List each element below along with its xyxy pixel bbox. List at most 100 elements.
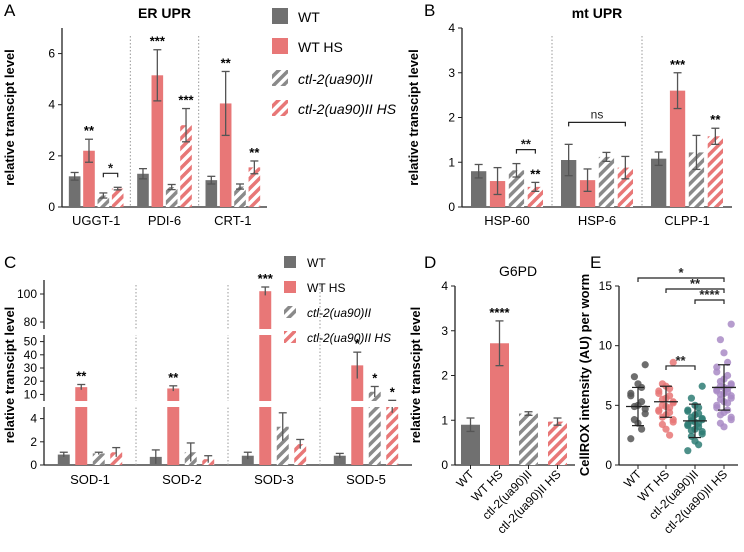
panel-label: C: [4, 253, 16, 272]
data-point: [669, 358, 677, 366]
bar: [461, 424, 480, 465]
x-tick-label: CRT-1: [214, 213, 251, 228]
bar: [333, 455, 346, 465]
axis-break-gap: [45, 401, 413, 407]
legend-swatch: [284, 256, 296, 268]
y-tick-label: 0: [48, 200, 55, 214]
panel-label: D: [424, 253, 436, 272]
significance-stars: *: [372, 370, 378, 385]
data-point: [698, 430, 706, 438]
x-tick-label: SOD-2: [162, 472, 202, 487]
bar: [167, 388, 180, 465]
significance-bracket: [665, 288, 725, 293]
bar: [83, 150, 95, 207]
y-tick-label: 2: [448, 111, 455, 125]
x-tick-label: HSP-6: [578, 213, 616, 228]
chart-title: mt UPR: [572, 5, 623, 21]
y-tick-label: 4: [30, 412, 37, 426]
legend-swatch: [272, 38, 288, 54]
bar: [248, 167, 261, 207]
bar: [241, 455, 254, 465]
data-point: [627, 392, 635, 400]
significance-stars: **: [168, 370, 179, 385]
bar: [368, 391, 381, 465]
legend-swatch: [284, 281, 296, 293]
y-tick-label: 50: [24, 335, 38, 349]
data-point: [698, 382, 706, 390]
axis-break-gap: [45, 329, 413, 335]
y-axis-label: relative transcipt level: [2, 49, 17, 186]
significance-label: **: [690, 276, 701, 291]
y-axis-label: CellROX intensity (AU) per worm: [577, 274, 592, 476]
y-tick-label: 4: [48, 98, 55, 112]
legend-swatch: [272, 8, 288, 24]
significance-stars: **: [710, 112, 721, 127]
y-tick-label: 3: [448, 66, 455, 80]
bar: [205, 180, 218, 207]
bar: [688, 152, 705, 207]
bar: [57, 454, 70, 465]
bar: [151, 75, 164, 207]
x-tick-label: SOD-1: [70, 472, 110, 487]
data-point: [716, 411, 725, 419]
significance-bracket: [515, 148, 536, 154]
y-tick-label: 0: [448, 200, 455, 214]
bar: [110, 452, 123, 465]
y-tick-label: 5: [605, 398, 612, 412]
y-tick-label: 4: [441, 279, 448, 293]
bar: [707, 136, 723, 207]
y-axis-label: relative transcipt level: [406, 49, 421, 186]
legend-ab: WT WT HS ctl-2(ua90)II ctl-2(ua90)II HS: [272, 8, 397, 117]
bar: [508, 170, 525, 207]
data-point: [727, 320, 735, 328]
significance-stars: ****: [489, 305, 510, 320]
legend-swatch: [284, 331, 296, 343]
bar: [180, 125, 192, 207]
legend-label: WT HS: [307, 281, 345, 295]
y-axis-label: relative transcipt level: [408, 307, 423, 444]
data-point: [724, 399, 732, 407]
legend-swatch: [272, 70, 288, 86]
significance-stars: **: [221, 55, 232, 70]
significance-label: ****: [699, 287, 720, 302]
legend-swatch: [272, 100, 288, 116]
data-point: [655, 389, 663, 397]
y-axis-label: relative transcipt level: [2, 307, 17, 444]
panel-label: E: [590, 253, 601, 272]
data-point: [627, 435, 635, 443]
panel-A: 0 2 4 6 ** UGGT-1 *** *** PDI-6 ** ** CRT-1 * ER UPR r…: [2, 5, 267, 228]
significance-stars: **: [530, 166, 541, 181]
data-point: [655, 407, 663, 415]
bar: [234, 186, 246, 207]
y-tick-label: 0: [441, 458, 448, 472]
significance-bracket: [102, 172, 119, 178]
bar: [598, 156, 615, 207]
data-point: [687, 426, 696, 434]
x-tick-label: PDI-6: [148, 213, 181, 228]
data-point: [695, 404, 703, 412]
bar: [276, 426, 289, 465]
bar: [579, 180, 596, 207]
y-tick-label: 80: [24, 315, 38, 329]
bar: [75, 387, 88, 465]
panel-label: A: [4, 1, 16, 20]
bar: [97, 195, 110, 207]
legend-label: WT: [307, 256, 326, 270]
y-tick-label: 1: [441, 413, 448, 427]
significance-bracket: [637, 277, 725, 282]
y-tick-label: 6: [48, 47, 55, 61]
bar: [219, 103, 232, 207]
chart-title: ER UPR: [138, 5, 191, 21]
bar: [490, 343, 509, 465]
significance-stars: ***: [178, 93, 194, 108]
bar: [669, 90, 686, 207]
bar: [259, 291, 272, 465]
legend-label: WT HS: [298, 39, 343, 55]
panel-C: 024102030405080100**SOD-1**SOD-2***SOD-3…: [2, 256, 413, 487]
y-tick-label: 10: [24, 387, 38, 401]
significance-label: **: [521, 137, 532, 152]
x-tick-label: WT: [621, 467, 645, 491]
significance-bracket: [568, 121, 626, 127]
